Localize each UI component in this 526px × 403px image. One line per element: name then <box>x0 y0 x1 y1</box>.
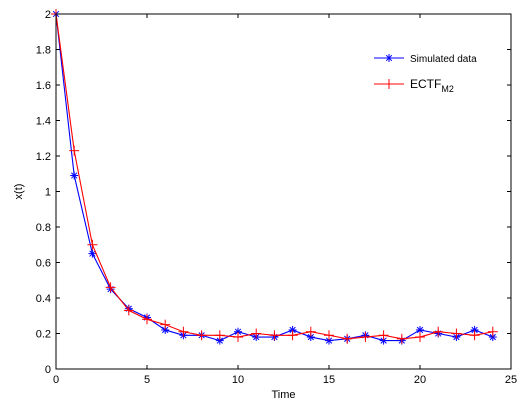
legend-label-ectf: ECTFM2 <box>410 77 454 94</box>
y-tick-label: 0.8 <box>36 222 51 234</box>
series-1-point-12 <box>269 330 280 341</box>
y-tick-label: 2 <box>45 9 51 21</box>
series-1-point-16 <box>342 333 353 344</box>
y-tick-label: 1.4 <box>36 116 51 128</box>
series-0-point-18 <box>379 336 388 345</box>
series-1-point-11 <box>251 328 262 339</box>
legend: Simulated data ECTFM2 <box>374 54 477 94</box>
legend-marker-asterisk <box>385 54 393 62</box>
series-1-point-13 <box>287 330 298 341</box>
x-tick-label: 0 <box>53 374 59 386</box>
series-1-point-8 <box>196 330 207 341</box>
series-1-point-22 <box>451 328 462 339</box>
series-1-point-4 <box>123 305 134 316</box>
axes-layer: 0 5 10 15 20 25 0 0.2 0.4 0.6 0.8 1 1.2 1.4 1.6 1.8 2 <box>36 9 517 386</box>
series-1-point-23 <box>469 330 480 341</box>
y-tick-label: 0 <box>45 364 51 376</box>
series-0-point-1 <box>70 171 79 180</box>
plot-background <box>56 14 511 369</box>
x-axis-label: Time <box>271 389 295 401</box>
series-1-point-2 <box>87 239 98 250</box>
series-1-point-3 <box>105 282 116 293</box>
x-tick-label: 15 <box>323 374 335 386</box>
y-tick-label: 0.6 <box>36 258 51 270</box>
plot-area <box>56 14 511 369</box>
y-axis-label: x(t) <box>13 184 25 200</box>
series-0-point-2 <box>88 249 97 258</box>
x-tick-label: 20 <box>414 374 426 386</box>
series-1-point-1 <box>69 145 80 156</box>
y-tick-label: 0.4 <box>36 293 51 305</box>
series-1-point-14 <box>305 326 316 337</box>
y-tick-label: 1.2 <box>36 151 51 163</box>
series-0-point-9 <box>215 336 224 345</box>
series-1 <box>51 9 498 344</box>
x-tick-label: 10 <box>232 374 244 386</box>
series-0-point-15 <box>325 336 333 345</box>
y-tick-label: 1.6 <box>36 80 51 92</box>
legend-marker-plus <box>384 79 394 89</box>
series-1-point-17 <box>360 332 371 343</box>
series-1-point-20 <box>415 332 425 343</box>
series-layer <box>51 9 498 345</box>
series-1-point-21 <box>433 326 444 337</box>
series-1-point-9 <box>214 330 225 341</box>
x-tick-label: 25 <box>505 374 517 386</box>
series-1-point-6 <box>160 319 171 330</box>
series-1-point-10 <box>233 332 243 343</box>
y-tick-label: 1 <box>45 187 51 199</box>
legend-label-simulated: Simulated data <box>410 54 477 65</box>
y-tick-label: 1.8 <box>36 45 51 57</box>
series-1-point-7 <box>178 326 189 337</box>
series-1-point-18 <box>378 330 389 341</box>
legend-entry-ectf: ECTFM2 <box>374 77 454 94</box>
series-1-point-19 <box>396 333 407 344</box>
x-tick-label: 5 <box>144 374 150 386</box>
series-1-point-5 <box>142 314 152 325</box>
y-tick-label: 0.2 <box>36 329 51 341</box>
series-1-point-15 <box>324 330 334 341</box>
series-1-point-24 <box>487 326 498 337</box>
legend-entry-simulated: Simulated data <box>374 54 477 65</box>
